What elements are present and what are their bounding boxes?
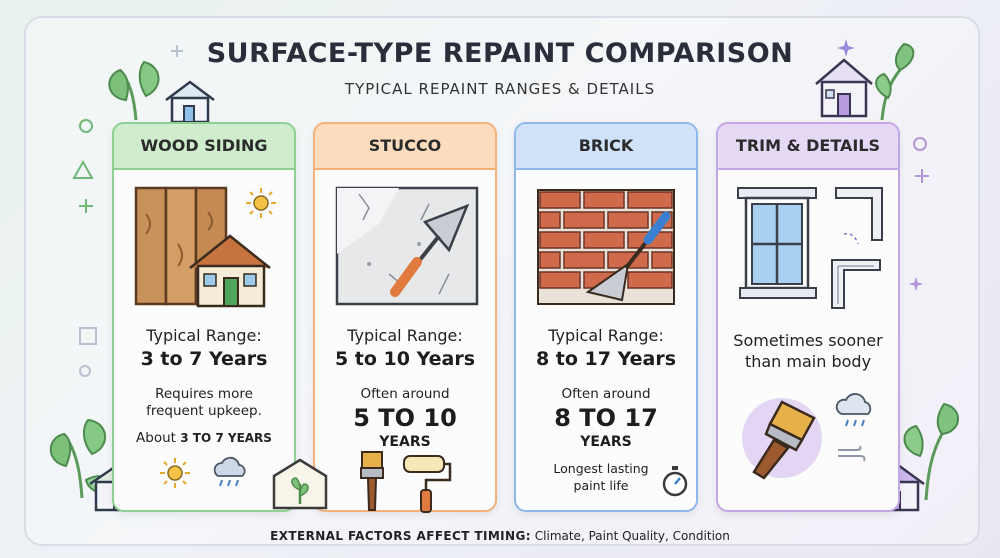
window-trim-icon [737,187,883,309]
often-unit: YEARS [379,434,431,450]
sparkle-icon [837,39,855,57]
card-heading: WOOD SIDING [114,124,294,170]
paintbrush-icon [742,398,822,480]
often-label: Often around [561,386,651,402]
upkeep-note: Requires more frequent upkeep. [146,386,262,419]
square-icon [79,327,97,345]
often-unit: YEARS [580,434,632,450]
wind-icon [838,445,866,462]
plant-frame-icon [272,458,328,510]
rain-cloud-icon [213,456,246,487]
range-value: 5 to 10 Years [334,348,476,370]
card-heading: TRIM & DETAILS [718,124,898,170]
card-heading: STUCCO [315,124,495,170]
range-value: 8 to 17 Years [535,348,677,370]
paint-roller-icon [403,455,452,513]
card-brick: BRICK Typical Range: 8 to 17 Years Often… [514,122,698,512]
leaf-plant-icon [903,402,959,501]
often-value: 5 TO 10 [353,404,457,432]
stopwatch-icon [662,466,688,497]
page-subtitle: TYPICAL REPAINT RANGES & DETAILS [344,80,656,98]
leaf-plant-icon [875,42,915,121]
page-title: SURFACE-TYPE REPAINT COMPARISON [206,38,794,69]
plus-icon [79,199,93,213]
range-label: Typical Range: [347,326,463,345]
circle-icon [79,365,91,377]
range-label: Typical Range: [548,326,664,345]
range-value: 3 to 7 Years [140,348,268,370]
plus-icon [915,169,929,183]
paintbrush-icon [360,451,384,511]
range-label: Typical Range: [146,326,262,345]
footer-bold: EXTERNAL FACTORS AFFECT TIMING: [270,529,531,543]
sooner-note: Sometimes sooner than main body [733,331,883,371]
card-stucco: STUCCO Typical Range: 5 to 10 Years Ofte… [313,122,497,512]
wood-planks-icon [134,186,271,308]
sun-icon [246,188,276,218]
footer-rest: Climate, Paint Quality, Condition [534,529,730,543]
sparkle-icon [908,276,924,292]
triangle-icon [72,160,94,179]
about-value: 3 TO 7 YEARS [180,431,272,445]
often-value: 8 TO 17 [554,404,658,432]
small-house-icon [165,80,215,124]
longest-note: Longest lasting paint life [553,461,649,493]
about-prefix: About [136,430,176,446]
card-heading: BRICK [516,124,696,170]
circle-icon [79,119,93,133]
often-label: Often around [360,386,450,402]
small-house-icon [815,58,873,118]
stucco-wall-icon [335,186,479,306]
about-line: About 3 TO 7 YEARS [114,430,294,447]
leaf-plant-icon [108,60,160,121]
circle-icon [913,137,927,151]
footer-note: EXTERNAL FACTORS AFFECT TIMING: Climate,… [0,529,1000,543]
card-wood-siding: WOOD SIDING Typical Range: 3 to 7 Years … [112,122,296,512]
plus-icon [171,45,183,57]
sun-icon [160,458,190,488]
brick-wall-icon [537,189,675,305]
rain-cloud-icon [835,393,872,427]
card-trim-details: TRIM & DETAILS Sometimes sooner than mai… [716,122,900,512]
